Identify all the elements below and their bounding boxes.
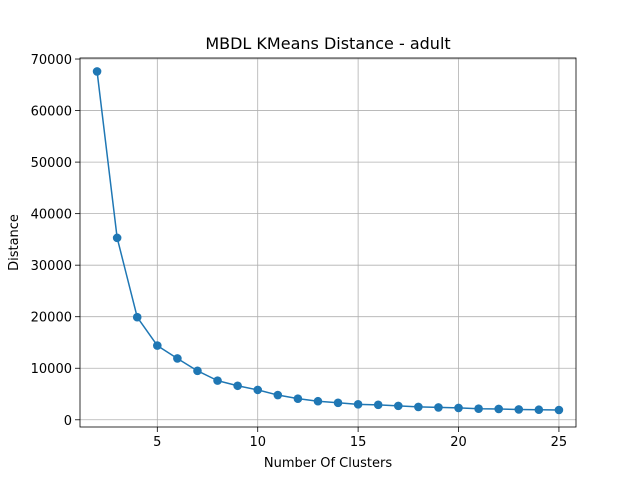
data-point	[373, 400, 383, 410]
y-tick-label: 70000	[31, 53, 72, 68]
x-tick-label: 20	[450, 435, 467, 450]
x-axis-label: Number Of Clusters	[264, 456, 392, 471]
data-point	[293, 394, 303, 403]
y-axis-label: Distance	[7, 214, 22, 271]
y-tick-label: 50000	[31, 156, 72, 171]
data-point	[213, 376, 222, 385]
data-point	[112, 233, 122, 243]
y-tick-label: 20000	[31, 311, 72, 326]
data-point	[534, 405, 544, 415]
data-point	[132, 312, 142, 322]
x-axis-ticks: 5 10 15 20 25	[153, 427, 567, 450]
data-point	[434, 403, 443, 412]
data-point	[233, 381, 242, 391]
data-point	[353, 400, 363, 409]
data-point	[193, 366, 202, 376]
y-tick-label: 0	[64, 414, 72, 429]
data-point	[554, 405, 564, 415]
y-tick-label: 30000	[31, 259, 72, 274]
data-point	[153, 341, 162, 350]
x-tick-label: 15	[350, 435, 367, 450]
y-tick-label: 60000	[31, 105, 72, 120]
x-tick-label: 10	[249, 435, 266, 450]
y-tick-label: 40000	[31, 208, 72, 223]
data-point	[393, 401, 403, 411]
data-point	[273, 390, 283, 400]
data-point	[474, 404, 483, 414]
data-point	[173, 354, 182, 363]
data-point	[313, 396, 323, 406]
grid	[80, 58, 576, 427]
x-tick-label: 25	[551, 435, 568, 450]
y-axis-ticks: 0 10000 20000 30000 40000 50000 60000 70000	[31, 53, 80, 429]
data-point	[454, 403, 463, 413]
data-point	[333, 398, 343, 408]
chart-title: MBDL KMeans Distance - adult	[205, 34, 450, 53]
x-tick-label: 5	[153, 435, 161, 450]
series-line	[96, 71, 559, 411]
series-line-layer	[96, 71, 559, 411]
data-point	[514, 405, 524, 414]
data-point	[253, 385, 263, 395]
plot-frame	[79, 57, 577, 428]
data-point	[92, 67, 102, 76]
data-point	[414, 402, 423, 412]
y-tick-label: 10000	[31, 362, 72, 377]
data-points	[92, 67, 564, 415]
data-point	[494, 404, 503, 414]
